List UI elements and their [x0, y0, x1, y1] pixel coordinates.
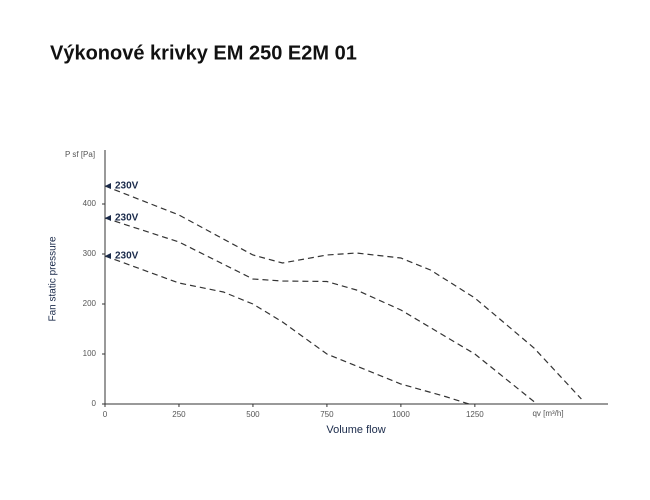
series-label: 230V [115, 251, 139, 262]
y-tick-label: 200 [83, 299, 97, 308]
curve [104, 217, 538, 405]
y-unit-label: P sf [Pa] [65, 150, 95, 159]
y-tick-label: 300 [83, 249, 97, 258]
y-axis-label: Fan static pressure [48, 236, 59, 321]
series-label: 230V [115, 181, 139, 192]
chart-title: Výkonové krivky EM 250 E2M 01 [50, 42, 357, 64]
x-tick-label: 1000 [392, 410, 410, 419]
series-label: 230V [115, 213, 139, 224]
curve-arrow [105, 253, 111, 259]
x-tick-label: 250 [172, 410, 186, 419]
y-tick-label: 0 [92, 399, 97, 408]
x-axis-label: Volume flow [326, 424, 385, 436]
x-tick-label: 750 [320, 410, 334, 419]
curve-arrow [105, 215, 111, 221]
y-tick-label: 100 [83, 349, 97, 358]
curve [104, 185, 582, 400]
curve-arrow [105, 183, 111, 189]
x-unit-label: qv [m³/h] [532, 409, 563, 418]
x-tick-label: 500 [246, 410, 260, 419]
x-tick-label: 0 [103, 410, 108, 419]
x-tick-label: 1250 [466, 410, 484, 419]
y-tick-label: 400 [83, 199, 97, 208]
curve [104, 255, 470, 405]
